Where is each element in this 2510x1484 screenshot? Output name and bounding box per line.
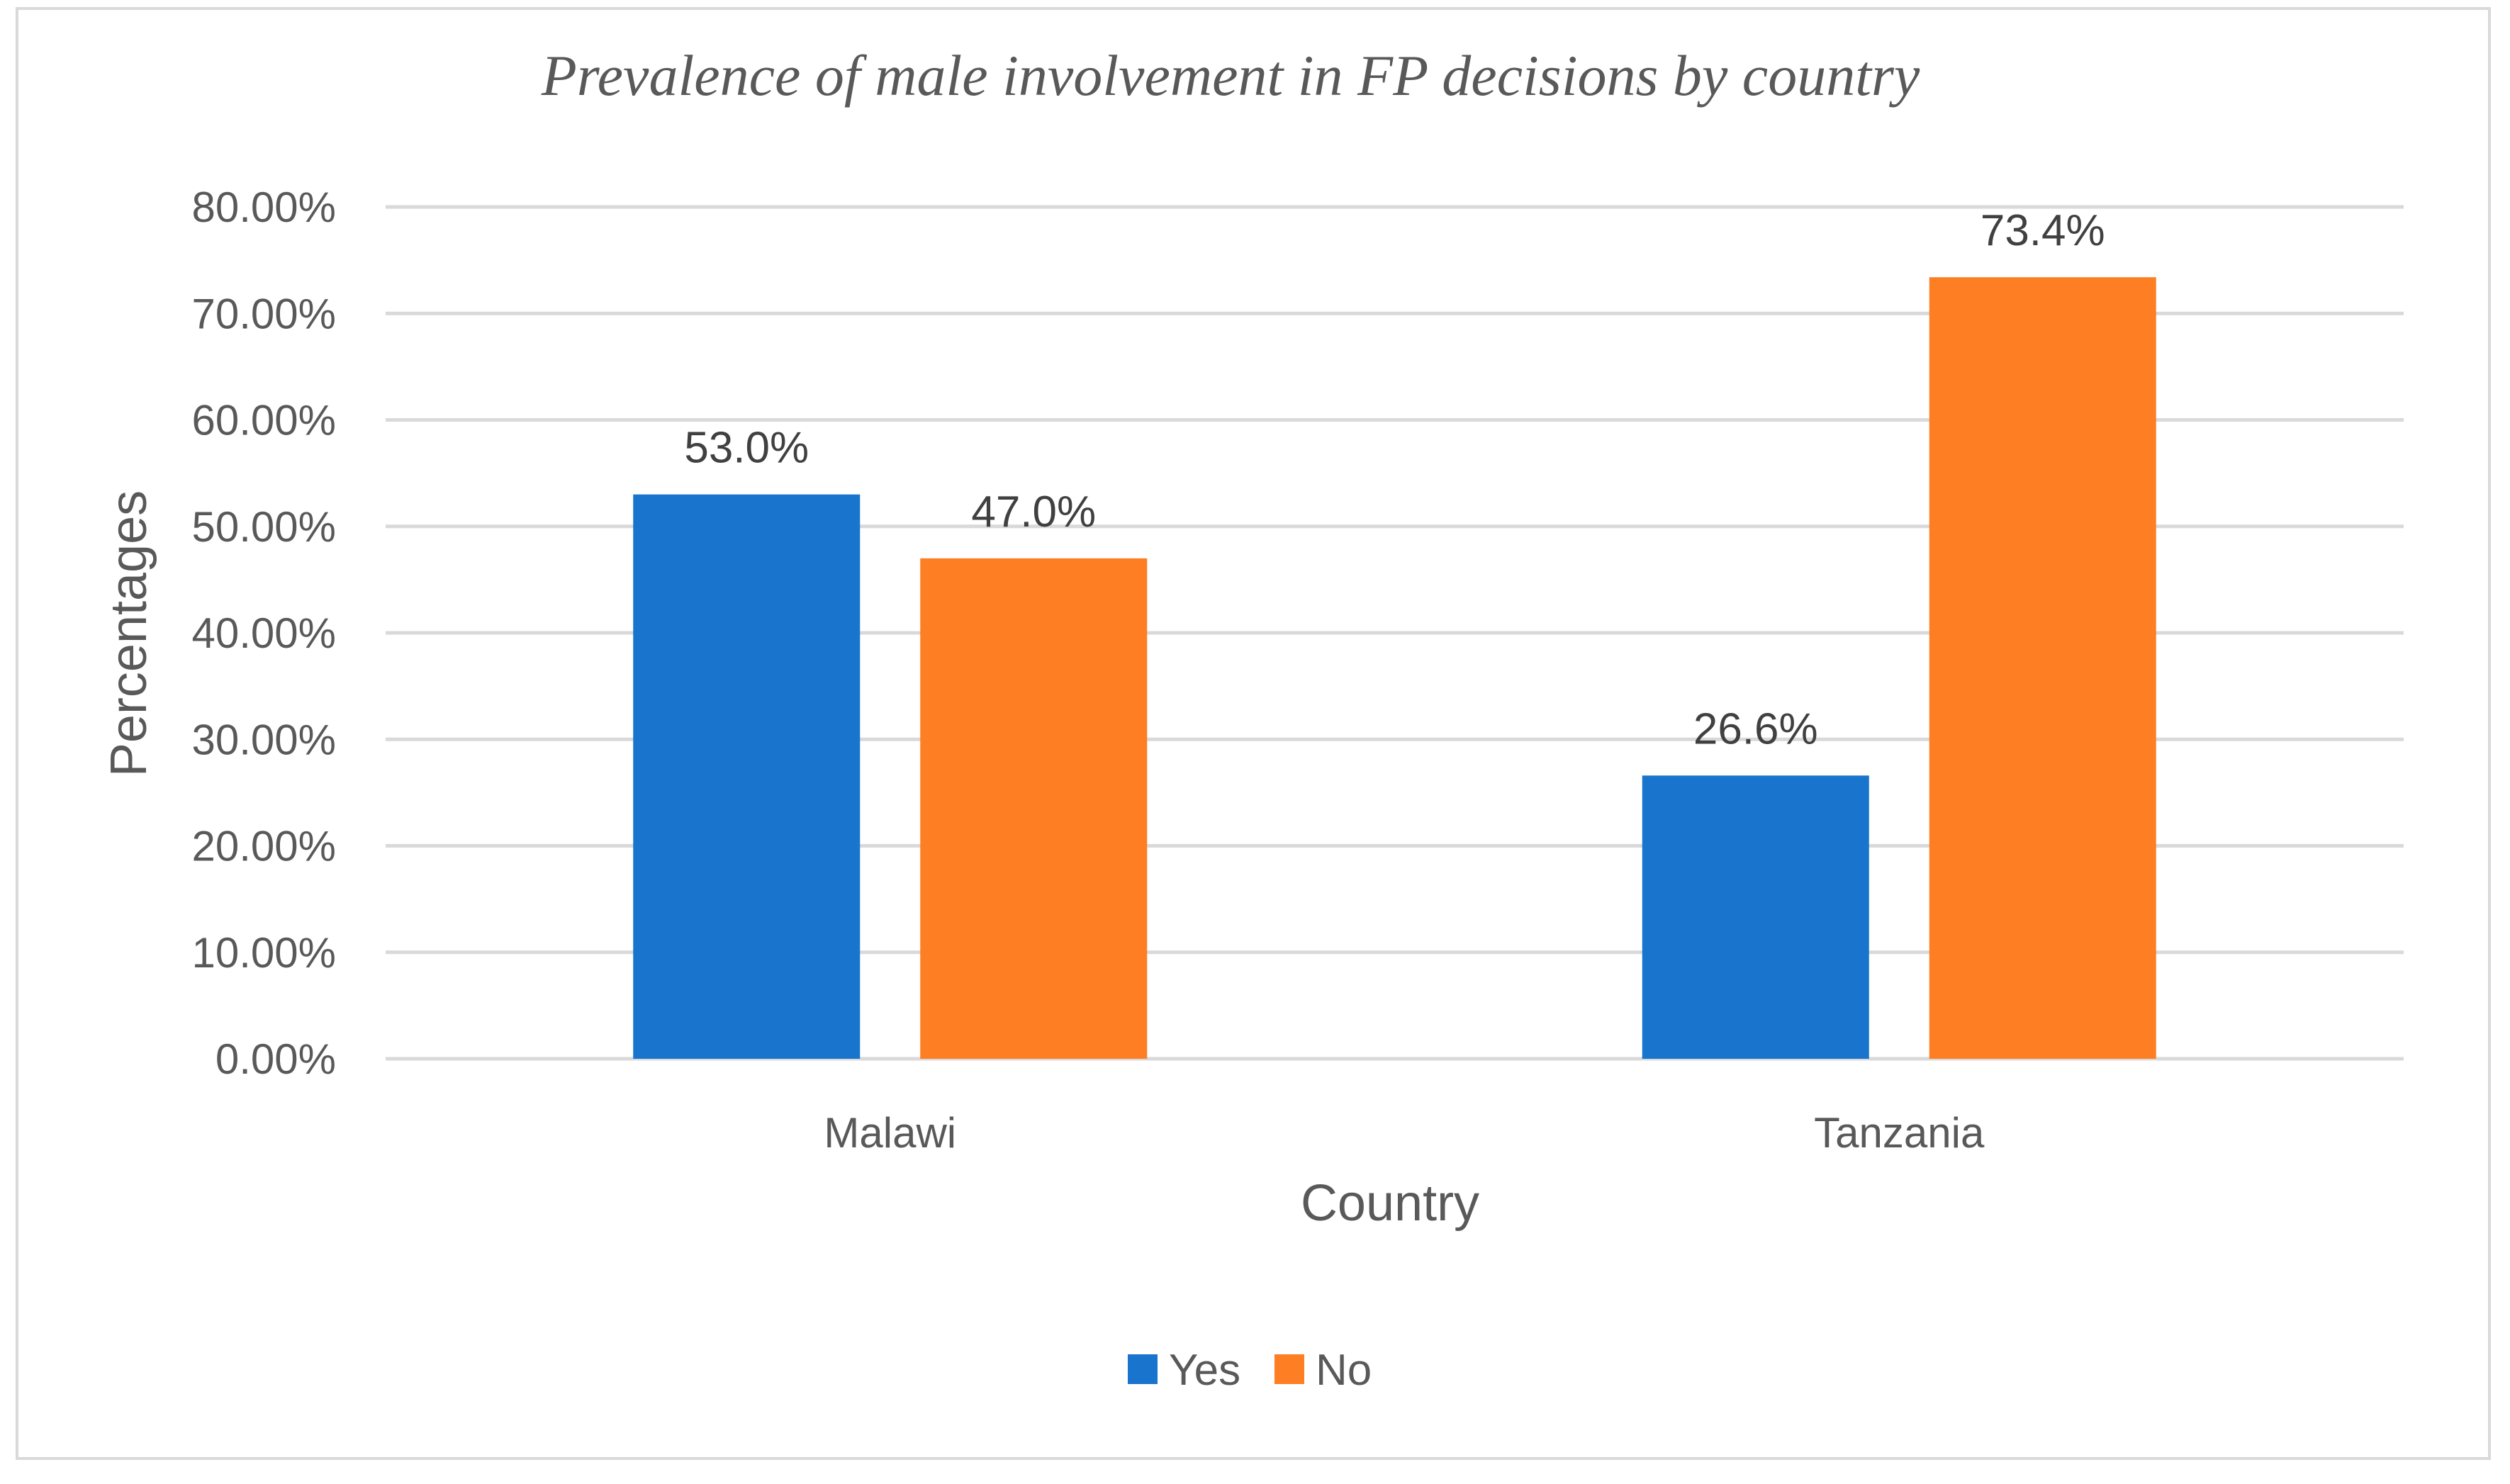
y-axis-tick-labels: 0.00% 10.00% 20.00% 30.00% 40.00% 50.00% 60.00…	[192, 184, 337, 1083]
data-label-no-malawi: 47.0%	[971, 488, 1096, 536]
legend-label-no: No	[1316, 1346, 1372, 1395]
y-tick-label: 10.00%	[192, 929, 337, 977]
bar-yes-tanzania	[1642, 775, 1869, 1059]
bars	[633, 277, 2156, 1059]
x-axis-category-labels: Malawi Tanzania	[824, 1109, 1985, 1157]
data-label-yes-tanzania: 26.6%	[1693, 704, 1818, 753]
x-category-label: Malawi	[824, 1109, 956, 1157]
bar-no-tanzania	[1929, 277, 2156, 1059]
data-labels: 53.0% 47.0% 26.6% 73.4%	[684, 206, 2105, 753]
y-tick-label: 40.00%	[192, 609, 337, 657]
x-category-label: Tanzania	[1814, 1109, 1985, 1157]
y-tick-label: 0.00%	[215, 1035, 336, 1083]
y-tick-label: 70.00%	[192, 290, 337, 337]
y-tick-label: 30.00%	[192, 716, 337, 763]
bar-chart: Prevalence of male involvement in FP dec…	[101, 43, 2404, 1395]
y-tick-label: 60.00%	[192, 397, 337, 444]
bar-no-malawi	[920, 558, 1148, 1059]
y-tick-label: 50.00%	[192, 503, 337, 551]
y-axis-title: Percentages	[101, 490, 157, 777]
data-label-yes-malawi: 53.0%	[684, 424, 809, 473]
data-label-no-tanzania: 73.4%	[1980, 206, 2105, 255]
chart-frame: Prevalence of male involvement in FP dec…	[16, 7, 2491, 1460]
legend-label-yes: Yes	[1169, 1346, 1240, 1395]
bar-yes-malawi	[633, 494, 861, 1059]
y-tick-label: 20.00%	[192, 823, 337, 870]
y-tick-label: 80.00%	[192, 184, 337, 231]
x-axis-title: Country	[1301, 1175, 1479, 1232]
legend-swatch-no	[1274, 1354, 1304, 1384]
legend-swatch-yes	[1128, 1354, 1158, 1384]
legend: Yes No	[1128, 1346, 1372, 1395]
chart-title: Prevalence of male involvement in FP dec…	[541, 43, 1920, 108]
